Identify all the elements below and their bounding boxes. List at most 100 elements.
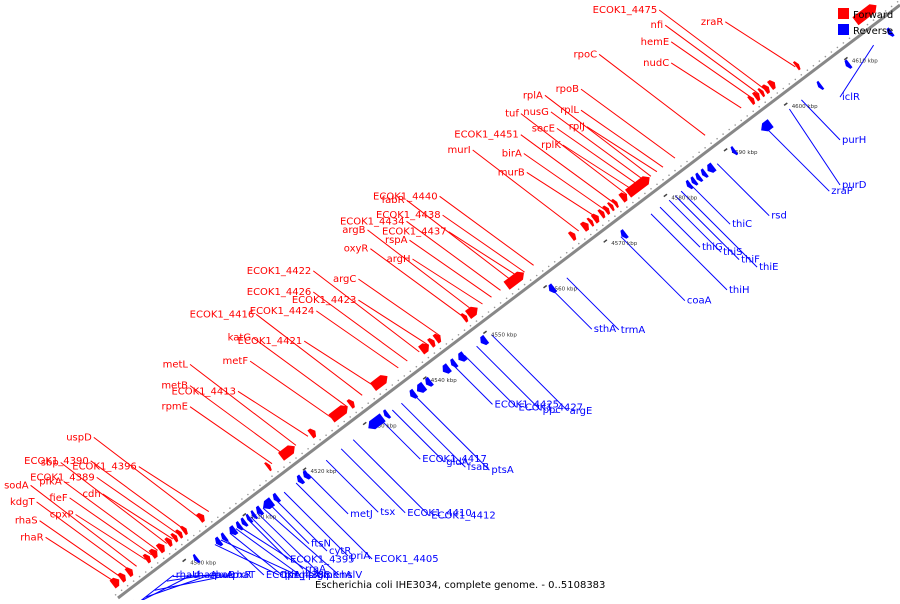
forward-gene-callout-line (671, 63, 741, 108)
reverse-gene-label: gldA (446, 457, 468, 468)
forward-gene-label: ECOK1_4422 (247, 266, 312, 277)
minor-tick (139, 576, 141, 578)
forward-gene-label: ECOK1_4475 (593, 5, 658, 16)
reverse-gene-arrow (443, 363, 452, 374)
forward-gene-arrow (125, 567, 134, 577)
forward-gene-label: nusG (523, 107, 549, 118)
forward-gene-label: rhaR (20, 532, 43, 543)
reverse-gene-callout-line (765, 127, 829, 191)
reverse-gene-arrow (383, 409, 391, 418)
major-tick (784, 103, 787, 105)
reverse-gene-label: ECOK1_4405 (374, 554, 439, 565)
forward-gene-callout-line (256, 314, 362, 395)
forward-gene-arrow (418, 343, 429, 354)
minor-tick (410, 371, 412, 373)
minor-tick (175, 548, 177, 550)
forward-gene-label: birA (502, 149, 522, 160)
minor-tick (253, 489, 255, 491)
forward-gene-callout-line (413, 259, 483, 304)
reverse-gene-label: sthA (594, 324, 616, 335)
minor-tick (530, 279, 532, 281)
reverse-gene-arrow (410, 389, 419, 399)
forward-gene-label: oxyR (344, 244, 369, 255)
minor-tick (115, 594, 117, 596)
minor-tick (524, 284, 526, 286)
reverse-gene-callout-line (341, 449, 405, 513)
reverse-gene-callout-line (308, 474, 348, 514)
reverse-gene-callout-line (552, 289, 592, 329)
reverse-gene-callout-line (269, 504, 309, 544)
minor-tick (692, 156, 694, 158)
minor-tick (295, 457, 297, 459)
forward-gene-label: rplA (523, 90, 543, 101)
minor-tick (891, 6, 893, 8)
reverse-gene-label: cpxR (227, 570, 252, 581)
minor-tick (644, 193, 646, 195)
reverse-gene-label: coaA (687, 296, 712, 307)
reverse-gene-label: thiH (729, 285, 750, 296)
minor-tick (686, 161, 688, 163)
minor-tick (361, 407, 363, 409)
reverse-gene-label: fpr (284, 570, 299, 581)
minor-tick (145, 571, 147, 573)
major-tick (363, 422, 366, 424)
forward-gene-callout-line (527, 172, 597, 217)
minor-tick (398, 380, 400, 382)
minor-tick (819, 60, 821, 62)
forward-gene-label: ECOK1_4421 (238, 336, 303, 347)
reverse-gene-arrow (480, 335, 489, 345)
minor-tick (590, 234, 592, 236)
minor-tick (897, 1, 899, 3)
forward-gene-arrow (347, 399, 355, 409)
reverse-gene-label: fsaB (467, 462, 489, 473)
minor-tick (554, 261, 556, 263)
minor-tick (331, 430, 333, 432)
forward-gene-label: metL (163, 359, 189, 370)
forward-gene-label: rplK (541, 140, 561, 151)
minor-tick (764, 101, 766, 103)
forward-gene-callout-line (443, 215, 525, 272)
forward-gene-callout-line (358, 300, 428, 345)
minor-tick (337, 425, 339, 427)
reverse-gene-label: thiS (723, 247, 742, 258)
forward-gene-callout-line (250, 361, 332, 418)
minor-tick (656, 184, 658, 186)
forward-gene-callout-line (103, 494, 173, 539)
minor-tick (422, 361, 424, 363)
minor-tick (813, 65, 815, 67)
forward-gene-callout-line (313, 271, 419, 352)
minor-tick (283, 466, 285, 468)
forward-gene-label: nfi (651, 20, 664, 31)
minor-tick (446, 343, 448, 345)
minor-tick (229, 507, 231, 509)
forward-gene-label: rplJ (569, 122, 585, 133)
forward-gene-label: ECOK1_4437 (382, 227, 447, 238)
legend-reverse-swatch (838, 24, 849, 35)
minor-tick (500, 302, 502, 304)
forward-gene-callout-line (473, 150, 579, 231)
minor-tick (734, 124, 736, 126)
reverse-gene-label: thiC (732, 219, 752, 230)
major-tick (243, 514, 246, 516)
forward-gene-arrow (278, 445, 295, 460)
forward-gene-arrow (747, 96, 755, 105)
minor-tick (849, 38, 851, 40)
forward-gene-label: cdh (83, 489, 101, 500)
reverse-gene-label: thiE (759, 262, 778, 273)
reverse-gene-arrow (761, 119, 774, 131)
forward-gene-label: sodA (4, 480, 29, 491)
forward-gene-label: ECOK1_4389 (30, 472, 95, 483)
forward-gene-callout-line (581, 89, 675, 158)
forward-gene-arrow (307, 429, 316, 439)
legend: Forward Reverse (838, 8, 893, 37)
minor-tick (488, 311, 490, 313)
tick-label: 4520 kbp (311, 469, 337, 475)
forward-gene-label: argH (387, 254, 411, 265)
minor-tick (746, 115, 748, 117)
minor-tick (319, 439, 321, 441)
reverse-gene-callout-line (690, 184, 730, 224)
minor-tick (307, 448, 309, 450)
tick-label: 4580 kbp (671, 195, 697, 201)
reverse-gene-label: ftsN (311, 539, 331, 550)
